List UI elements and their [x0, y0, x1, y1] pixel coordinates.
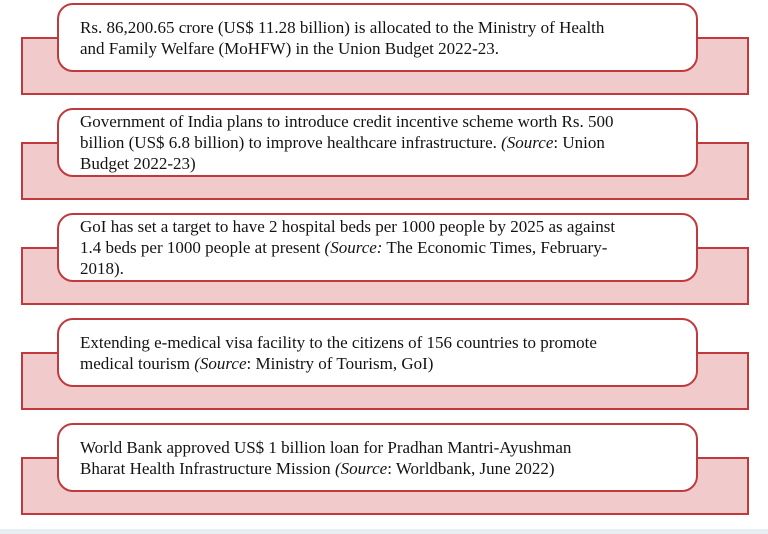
text-segment: (Source: [194, 353, 247, 373]
callout-bubble: GoI has set a target to have 2 hospital …: [57, 213, 698, 282]
text-segment: World Bank approved US$ 1 billion loan f…: [80, 437, 572, 478]
text-segment: (Source: [334, 458, 388, 478]
text-segment: Government of India plans to introduce c…: [80, 112, 614, 152]
text-segment: : Ministry of Tourism, GoI): [246, 353, 434, 373]
text-segment: (Source: [501, 133, 554, 152]
callout-text: GoI has set a target to have 2 hospital …: [59, 216, 619, 279]
callout-bubble: Extending e-medical visa facility to the…: [57, 318, 698, 387]
bottom-edge-strip: [0, 529, 768, 534]
callout-group-mohfw-budget-allocation: Rs. 86,200.65 crore (US$ 11.28 billion) …: [0, 3, 768, 95]
text-segment: : Worldbank, June 2022): [387, 458, 555, 478]
callout-text: Government of India plans to introduce c…: [59, 111, 617, 174]
callout-bubble: World Bank approved US$ 1 billion loan f…: [57, 423, 698, 492]
callout-text: World Bank approved US$ 1 billion loan f…: [59, 437, 575, 479]
callout-group-credit-incentive-scheme: Government of India plans to introduce c…: [0, 108, 768, 200]
callout-group-e-medical-visa-extension: Extending e-medical visa facility to the…: [0, 318, 768, 410]
text-segment: Extending e-medical visa facility to the…: [80, 332, 597, 373]
callout-text: Rs. 86,200.65 crore (US$ 11.28 billion) …: [59, 17, 608, 59]
text-segment: GoI has set a target to have 2 hospital …: [80, 217, 616, 257]
callout-group-hospital-beds-target: GoI has set a target to have 2 hospital …: [0, 213, 768, 305]
text-segment: (Source:: [324, 238, 383, 257]
callout-bubble: Government of India plans to introduce c…: [57, 108, 698, 177]
text-segment: Rs. 86,200.65 crore (US$ 11.28 billion) …: [80, 17, 605, 58]
callout-text: Extending e-medical visa facility to the…: [59, 332, 601, 374]
callout-bubble: Rs. 86,200.65 crore (US$ 11.28 billion) …: [57, 3, 698, 72]
callout-group-world-bank-loan: World Bank approved US$ 1 billion loan f…: [0, 423, 768, 515]
text-segment: : Union Budget 2022-23): [80, 133, 605, 173]
text-segment: The Economic Times, February- 2018).: [80, 238, 608, 278]
